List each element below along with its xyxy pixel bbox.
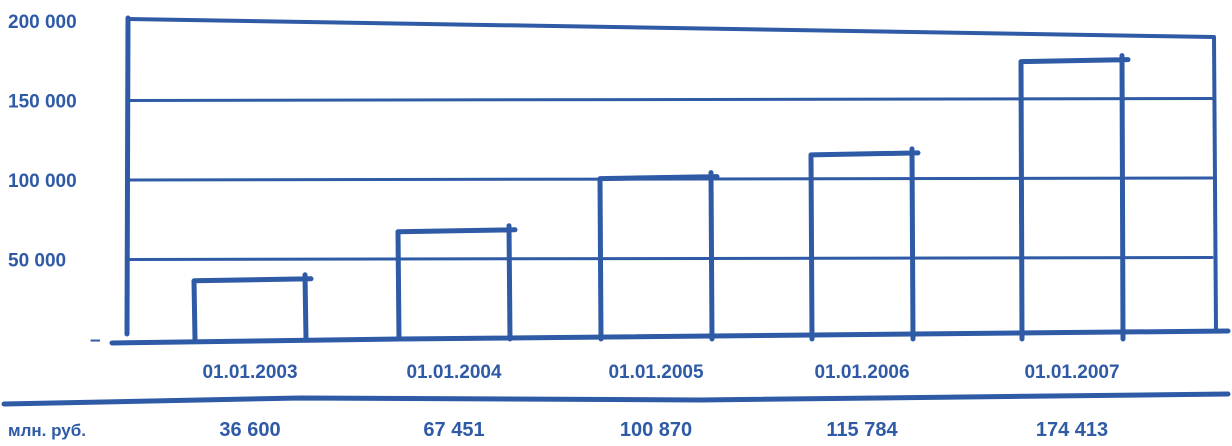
table-separator [1,391,1231,407]
y-tick-label: 150 000 [8,92,77,113]
y-tick-label: 100 000 [8,171,77,192]
bar-01.01.2006 [808,146,921,342]
value-table: млн. руб. 36 600 67 451 100 870 115 784 174 … [1,391,1231,441]
bars-layer [191,53,1131,342]
y-tick-label: – [90,330,101,351]
y-tick-label: 200 000 [8,12,77,33]
unit-label: млн. руб. [8,421,86,440]
data-value-label: 36 600 [219,419,280,441]
gridline-150000 [126,97,1214,102]
x-tick-label: 01.01.2006 [814,362,909,383]
x-tick-label: 01.01.2003 [202,362,297,383]
y-axis-line [124,15,131,337]
bar-01.01.2005 [597,170,720,342]
data-value-label: 174 413 [1036,419,1108,441]
bar-01.01.2007 [1018,53,1131,342]
x-axis-labels: 01.01.2003 01.01.2004 01.01.2005 01.01.2006… [202,362,1119,383]
frame-top-right [126,17,1218,333]
x-axis-line [109,328,1231,346]
gridline-50000 [126,256,1214,261]
x-tick-label: 01.01.2007 [1024,362,1119,383]
bar-01.01.2004 [395,223,518,342]
y-axis-ticks: 200 000 150 000 100 000 50 000 – [8,12,101,351]
y-tick-label: 50 000 [8,251,66,272]
x-tick-label: 01.01.2005 [608,362,704,383]
data-value-label: 115 784 [826,419,898,441]
x-tick-label: 01.01.2004 [406,362,502,383]
data-value-label: 67 451 [423,419,484,441]
data-value-label: 100 870 [620,419,692,441]
bar-01.01.2003 [191,272,314,342]
